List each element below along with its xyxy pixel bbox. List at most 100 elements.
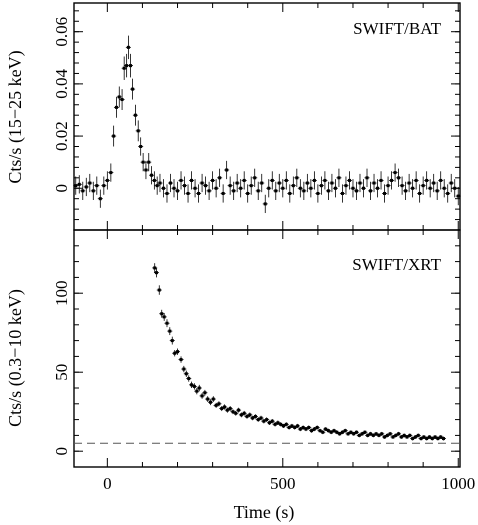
data-point — [242, 178, 246, 182]
data-point — [136, 129, 140, 133]
data-point — [193, 186, 197, 190]
data-point — [242, 411, 246, 415]
data-point — [360, 432, 364, 436]
data-point — [301, 426, 305, 429]
data-point — [253, 176, 257, 180]
data-point — [74, 184, 78, 188]
data-point — [245, 414, 249, 418]
data-point — [337, 176, 341, 180]
data-point — [192, 384, 196, 388]
data-point — [369, 189, 373, 193]
data-point — [170, 339, 174, 343]
data-point — [221, 191, 225, 195]
data-point — [117, 95, 121, 99]
data-point — [234, 411, 238, 415]
data-point — [354, 189, 358, 193]
data-point — [225, 168, 229, 172]
data-point — [248, 413, 252, 417]
data-point — [442, 437, 446, 441]
data-point — [418, 191, 422, 195]
data-point — [176, 189, 180, 193]
data-point — [346, 432, 350, 436]
data-point — [209, 400, 213, 404]
data-point — [298, 186, 302, 190]
data-point — [377, 433, 381, 437]
data-point — [102, 184, 106, 188]
data-point — [197, 386, 201, 390]
data-point — [128, 64, 132, 68]
data-point — [310, 429, 314, 433]
data-point — [340, 430, 344, 434]
bat-y-tick-label: 0.04 — [52, 69, 71, 99]
data-point — [274, 189, 278, 193]
data-point — [419, 437, 423, 441]
data-point — [211, 397, 215, 401]
data-point — [131, 87, 135, 91]
data-point — [270, 419, 274, 423]
data-point — [200, 394, 204, 398]
data-point — [390, 178, 394, 182]
data-point — [153, 266, 157, 270]
data-point — [179, 358, 183, 362]
data-point — [386, 184, 390, 188]
data-point — [397, 432, 401, 436]
data-point — [302, 189, 306, 193]
data-point — [207, 189, 211, 193]
x-axis: 0 500 1000 — [103, 474, 475, 493]
data-point — [125, 64, 129, 68]
data-point — [405, 435, 409, 439]
x-tick-label: 500 — [270, 474, 296, 493]
data-point — [340, 191, 344, 195]
data-point — [203, 391, 207, 395]
data-point — [351, 186, 355, 190]
data-point — [391, 435, 395, 439]
xrt-y-tick-label: 50 — [52, 364, 71, 381]
bat-y-axis-title: Cts/s (15−25 keV) — [5, 50, 26, 183]
data-point — [376, 186, 380, 190]
data-point — [112, 134, 116, 138]
data-point — [109, 171, 113, 175]
data-point — [281, 424, 285, 428]
data-point — [276, 421, 280, 425]
data-point — [394, 433, 398, 437]
data-point — [413, 435, 417, 439]
data-point — [265, 418, 269, 422]
data-point — [287, 426, 291, 429]
data-point — [270, 178, 274, 182]
data-point — [197, 191, 201, 195]
data-point — [362, 186, 365, 190]
data-point — [385, 433, 389, 437]
data-point — [190, 178, 194, 182]
data-point — [442, 186, 446, 190]
data-point — [411, 186, 415, 190]
data-point — [449, 181, 453, 185]
data-point — [291, 184, 295, 188]
data-point — [267, 186, 271, 190]
data-point — [220, 407, 224, 411]
data-point — [446, 191, 450, 195]
data-point — [319, 184, 323, 188]
data-point — [262, 419, 266, 423]
data-point — [182, 367, 186, 371]
data-point — [279, 422, 283, 426]
bat-y-tick-label: 0 — [52, 184, 71, 193]
data-point — [217, 402, 221, 406]
data-point — [374, 432, 378, 436]
data-point — [231, 410, 235, 414]
data-point — [179, 178, 183, 182]
data-point — [267, 421, 271, 425]
data-point — [349, 430, 353, 434]
data-point — [428, 186, 432, 190]
data-point — [330, 181, 334, 185]
bat-y-tick-label: 0.02 — [52, 121, 71, 151]
data-point — [432, 181, 436, 185]
data-point — [232, 189, 236, 193]
data-point — [133, 113, 137, 117]
data-point — [251, 416, 255, 420]
data-point — [316, 191, 320, 195]
data-point — [358, 181, 362, 185]
data-point — [347, 178, 351, 182]
data-point — [388, 432, 392, 436]
x-axis-title: Time (s) — [234, 502, 295, 523]
